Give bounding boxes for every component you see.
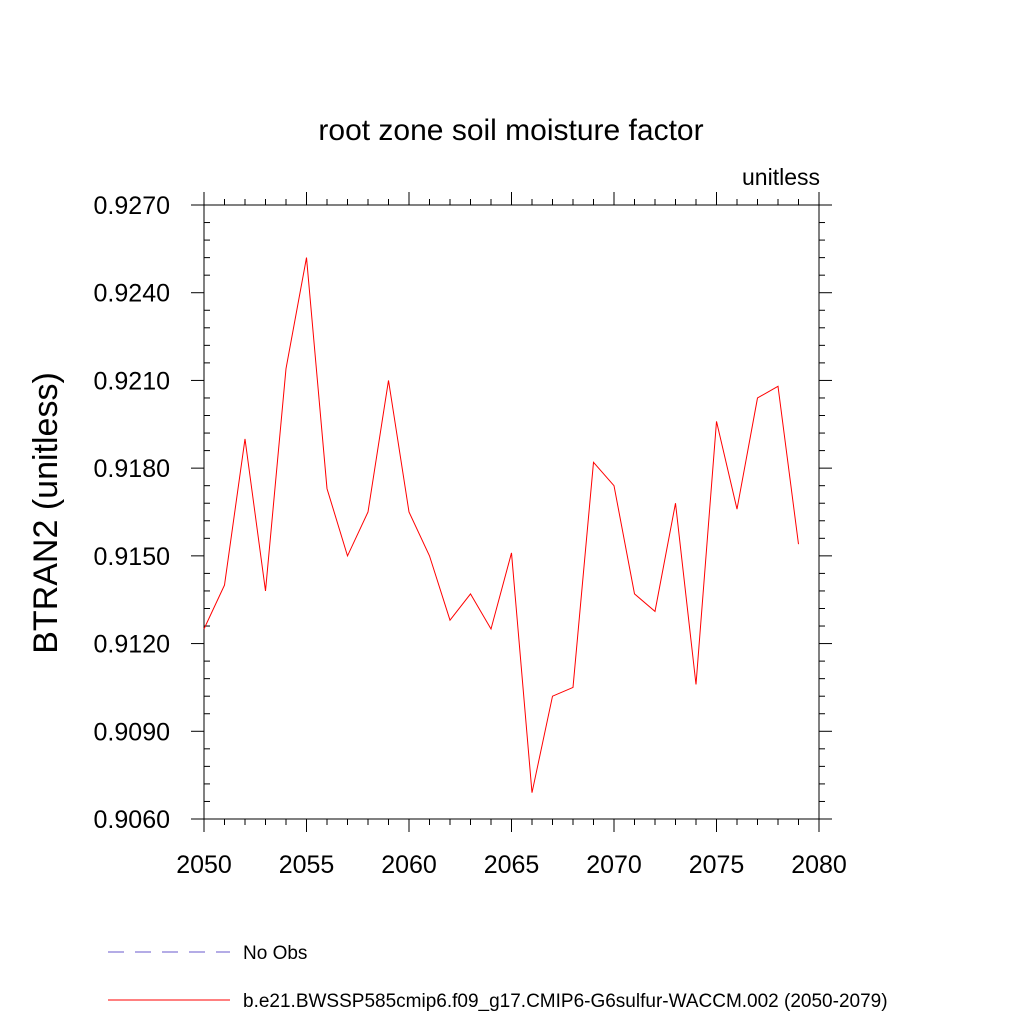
tick-labels: 2050 2055 2060 2065 2070 2075 2080 0.9060 0.9090… [94,192,847,879]
x-tick-label: 2060 [381,851,437,879]
legend: No Obs b.e21.BWSSP585cmip6.f09_g17.CMIP6-… [108,943,888,1012]
series-group [203,257,799,793]
legend-label: No Obs [243,943,307,964]
y-tick-label: 0.9120 [94,631,170,659]
y-axis-label: BTRAN2 (unitless) [27,372,65,654]
axis-ticks [191,192,832,832]
x-tick-label: 2050 [176,851,232,879]
units-label: unitless [742,164,820,190]
chart-title: root zone soil moisture factor [318,114,703,147]
y-tick-label: 0.9270 [94,192,170,220]
x-tick-label: 2070 [586,851,642,879]
y-tick-label: 0.9180 [94,455,170,483]
plot-frame [203,204,820,820]
y-tick-label: 0.9060 [94,806,170,834]
y-tick-label: 0.9150 [94,543,170,571]
x-tick-label: 2065 [484,851,540,879]
x-tick-label: 2080 [791,851,847,879]
y-tick-label: 0.9210 [94,367,170,395]
y-tick-label: 0.9240 [94,280,170,308]
y-tick-label: 0.9090 [94,718,170,746]
x-tick-label: 2075 [689,851,745,879]
legend-label: b.e21.BWSSP585cmip6.f09_g17.CMIP6-G6sulf… [243,991,888,1012]
x-tick-label: 2055 [279,851,335,879]
series-line [203,257,799,793]
